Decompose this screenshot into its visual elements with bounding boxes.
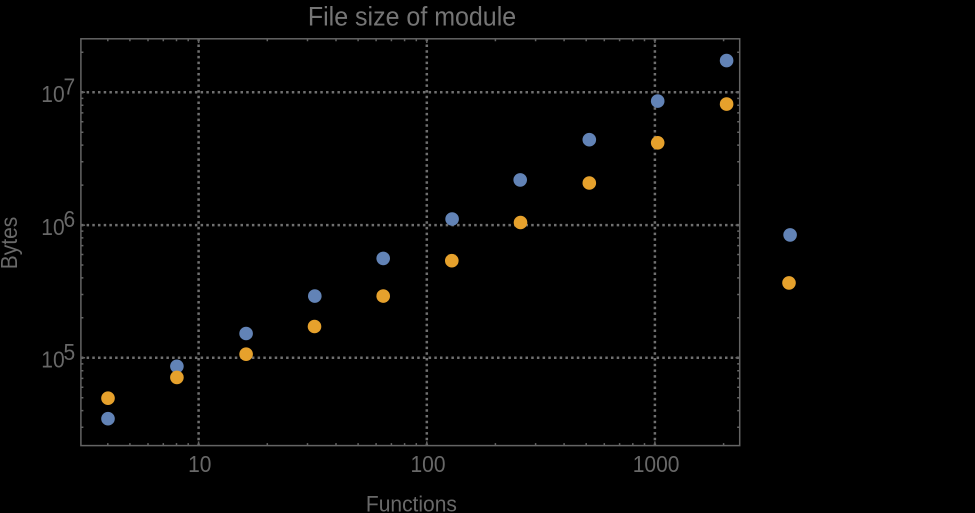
svg-text:100: 100: [410, 451, 445, 477]
svg-text:Bytes: Bytes: [0, 217, 22, 270]
svg-text:10: 10: [188, 451, 211, 477]
svg-text:1000: 1000: [633, 451, 680, 477]
svg-text:File size of module: File size of module: [308, 3, 516, 32]
svg-text:6: 6: [64, 206, 76, 232]
svg-text:7: 7: [64, 74, 76, 100]
svg-text:Functions: Functions: [366, 492, 457, 513]
svg-text:10: 10: [41, 347, 64, 373]
svg-text:10: 10: [41, 81, 64, 107]
svg-text:5: 5: [64, 339, 76, 365]
svg-text:10: 10: [41, 214, 64, 240]
